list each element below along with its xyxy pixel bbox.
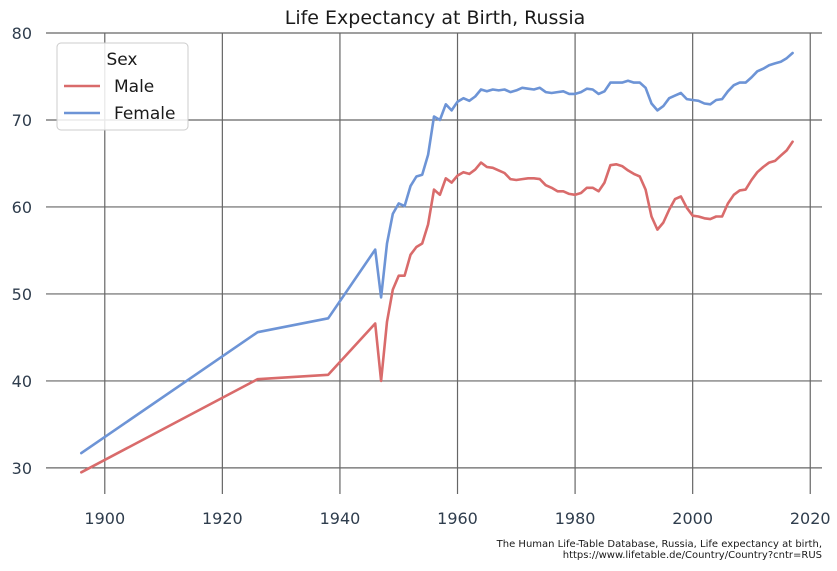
- y-tick-label: 70: [12, 111, 32, 130]
- series-lines: [80, 51, 794, 474]
- y-tick-label: 40: [12, 372, 32, 391]
- x-tick-label: 2000: [672, 509, 713, 528]
- x-tick-label: 1900: [84, 509, 125, 528]
- y-tick-label: 30: [12, 459, 32, 478]
- chart-title: Life Expectancy at Birth, Russia: [285, 7, 586, 29]
- x-tick-label: 1980: [555, 509, 596, 528]
- legend-box: [56, 42, 189, 131]
- legend-label-male: Male: [114, 77, 154, 97]
- x-tick-label: 1940: [320, 509, 361, 528]
- series-line-female: [80, 51, 794, 455]
- legend-label-female: Female: [114, 104, 175, 124]
- source-note-line-2: https://www.lifetable.de/Country/Country…: [562, 550, 822, 561]
- legend-title: Sex: [106, 50, 137, 70]
- x-tick-label: 1960: [437, 509, 478, 528]
- x-tick-label: 2020: [790, 509, 831, 528]
- y-tick-label: 60: [12, 198, 32, 217]
- y-tick-label: 50: [12, 285, 32, 304]
- axis-ticks: 1900 1920 1940 1960 1980 2000 2020 30 40 50 60 70 80: [12, 24, 831, 528]
- legend: Sex Male Female: [56, 42, 189, 131]
- y-tick-label: 80: [12, 24, 32, 43]
- x-tick-label: 1920: [202, 509, 243, 528]
- source-note-line-1: The Human Life-Table Database, Russia, L…: [496, 539, 822, 550]
- source-note: The Human Life-Table Database, Russia, L…: [497, 539, 822, 561]
- legend-items: Male Female: [64, 77, 175, 124]
- series-line-male: [80, 140, 794, 474]
